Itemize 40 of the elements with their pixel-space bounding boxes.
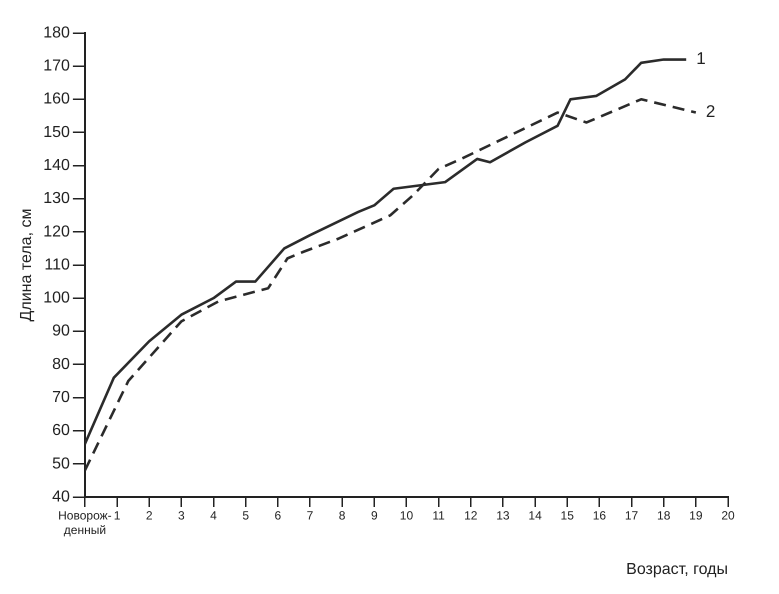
y-tick-label: 180 bbox=[43, 24, 70, 42]
x-tick-label: 17 bbox=[624, 508, 639, 523]
y-tick-label: 70 bbox=[52, 388, 70, 406]
y-tick-label: 40 bbox=[52, 488, 70, 506]
y-tick-label: 130 bbox=[43, 190, 70, 208]
y-tick-label: 110 bbox=[44, 256, 70, 274]
series-label: 2 bbox=[706, 102, 716, 122]
x-tick-label: 15 bbox=[560, 508, 574, 523]
x-tick-label: 20 bbox=[721, 508, 735, 523]
x-tick-label: 1 bbox=[114, 508, 121, 523]
x-tick-label: 12 bbox=[464, 508, 478, 523]
x-tick-label: Новорож-денный bbox=[58, 508, 112, 537]
y-axis-title: Длина тела, см bbox=[18, 208, 36, 322]
y-tick-label: 90 bbox=[52, 322, 70, 340]
y-tick-label: 100 bbox=[43, 290, 70, 307]
series-label: 1 bbox=[696, 49, 706, 68]
y-tick-label: 120 bbox=[43, 223, 70, 240]
y-tick-label: 140 bbox=[43, 156, 70, 174]
y-tick-label: 160 bbox=[43, 90, 70, 108]
y-tick-label: 150 bbox=[43, 124, 70, 141]
x-tick-label: 14 bbox=[528, 508, 542, 523]
x-tick-label: 3 bbox=[178, 508, 186, 523]
x-tick-label: 6 bbox=[274, 508, 282, 523]
y-tick-label: 50 bbox=[52, 455, 70, 472]
x-tick-label: 7 bbox=[306, 508, 314, 523]
y-tick-label: 60 bbox=[52, 422, 70, 440]
x-tick-label: 10 bbox=[400, 508, 414, 523]
y-tick-label: 170 bbox=[43, 58, 70, 75]
x-tick-label: 13 bbox=[496, 508, 510, 523]
x-tick-label: 16 bbox=[592, 508, 606, 523]
x-tick-label: 18 bbox=[657, 508, 671, 523]
x-tick-label: 2 bbox=[146, 508, 153, 523]
x-tick-label: 19 bbox=[689, 508, 703, 523]
x-tick-label: 4 bbox=[210, 508, 218, 523]
x-axis-title: Возраст, годы bbox=[626, 560, 728, 578]
x-tick-label: 5 bbox=[242, 508, 250, 523]
y-tick-label: 80 bbox=[52, 356, 70, 373]
x-tick-label: 11 bbox=[432, 508, 446, 523]
x-tick-label: 8 bbox=[338, 508, 346, 523]
x-tick-label: 9 bbox=[370, 508, 378, 523]
